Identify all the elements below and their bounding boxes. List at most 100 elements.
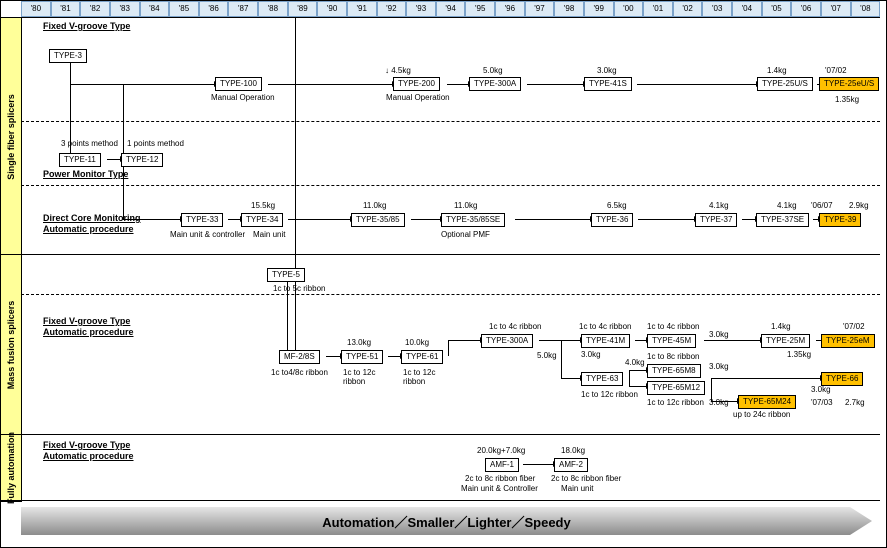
annotation: 3.0kg — [597, 66, 617, 75]
year-cell: '92 — [377, 1, 407, 17]
annotation: ↓ 4.5kg — [385, 66, 411, 75]
year-cell: '81 — [51, 1, 81, 17]
annotation: Main unit & Controller — [461, 484, 538, 493]
node-t51: TYPE-51 — [341, 350, 383, 364]
connector — [228, 219, 241, 220]
node-t34: TYPE-34 — [241, 213, 283, 227]
footer-text: Automation／Smaller／Lighter／Speedy — [322, 512, 570, 531]
node-t41m: TYPE-41M — [581, 334, 630, 348]
connector — [704, 340, 761, 341]
connector — [637, 84, 757, 85]
year-cell: '86 — [199, 1, 229, 17]
node-t3: TYPE-3 — [49, 49, 87, 63]
annotation: 1c to 12cribbon — [403, 368, 435, 386]
annotation: '06/07 — [811, 201, 833, 210]
connector — [123, 84, 124, 219]
zone-z1: Fixed V-groove TypePower Monitor TypeDir… — [21, 17, 880, 254]
section-title: Fixed V-groove Type — [43, 21, 130, 31]
annotation: 1.4kg — [767, 66, 787, 75]
year-cell: '98 — [554, 1, 584, 17]
year-cell: '04 — [732, 1, 762, 17]
annotation: 11.0kg — [454, 201, 477, 210]
connector — [635, 340, 647, 341]
annotation: '07/02 — [843, 322, 865, 331]
connector — [288, 219, 351, 220]
node-t65m24: TYPE-65M24 — [738, 395, 796, 409]
connector — [561, 378, 581, 379]
dash-divider — [21, 294, 880, 295]
node-mf28s: MF-2/8S — [279, 350, 320, 364]
year-cell: '99 — [584, 1, 614, 17]
annotation: 1c to4/8c ribbon — [271, 368, 328, 377]
connector — [268, 84, 393, 85]
node-t3585: TYPE-35/85 — [351, 213, 405, 227]
year-cell: '01 — [643, 1, 673, 17]
node-t45m: TYPE-45M — [647, 334, 696, 348]
annotation: 6.5kg — [607, 201, 627, 210]
connector — [448, 340, 481, 341]
section-title: Automatic procedure — [43, 451, 134, 461]
year-cell: '83 — [110, 1, 140, 17]
annotation: 18.0kg — [561, 446, 585, 455]
year-cell: '94 — [436, 1, 466, 17]
node-amf1: AMF-1 — [485, 458, 519, 472]
node-t66: TYPE-66 — [821, 372, 863, 386]
node-t5: TYPE-5 — [267, 268, 305, 282]
annotation: 1c to 8c ribbon — [647, 352, 699, 361]
zone-z2: Fixed V-groove TypeAutomatic procedureTY… — [21, 254, 880, 434]
annotation: 1c to 4c ribbon — [579, 322, 631, 331]
connector — [638, 219, 695, 220]
annotation: 3.0kg — [709, 330, 729, 339]
annotation: '07/03 — [811, 398, 833, 407]
annotation: 4.0kg — [625, 358, 645, 367]
connector — [515, 219, 591, 220]
annotation: 1c to 12cribbon — [343, 368, 375, 386]
zone-z3: Fixed V-groove TypeAutomatic procedureAM… — [21, 434, 880, 500]
annotation: 4.1kg — [777, 201, 797, 210]
annotation: 13.0kg — [347, 338, 371, 347]
connector — [448, 340, 449, 356]
connector — [123, 219, 181, 220]
global-vline — [295, 17, 296, 351]
dash-divider — [21, 121, 880, 122]
year-cell: '84 — [140, 1, 170, 17]
year-cell: '82 — [80, 1, 110, 17]
annotation: 11.0kg — [363, 201, 386, 210]
annotation: Optional PMF — [441, 230, 490, 239]
annotation: 2c to 8c ribbon fiber — [551, 474, 621, 483]
annotation: 5.0kg — [483, 66, 503, 75]
annotation: 1c to 4c ribbon — [489, 322, 541, 331]
annotation: 1c to 12c ribbon — [647, 398, 704, 407]
year-cell: '93 — [406, 1, 436, 17]
connector — [527, 84, 584, 85]
zone-label: Fully automation — [1, 434, 22, 502]
annotation: 5.0kg — [537, 351, 557, 360]
annotation: 3 points method — [61, 139, 118, 148]
year-cell: '89 — [288, 1, 318, 17]
annotation: 1 points method — [127, 139, 184, 148]
dash-divider — [21, 185, 880, 186]
node-t300a: TYPE-300A — [469, 77, 521, 91]
connector — [539, 340, 581, 341]
annotation: 1.4kg — [771, 322, 791, 331]
connector — [629, 370, 630, 386]
connector — [561, 340, 562, 378]
annotation: 3.0kg — [709, 398, 729, 407]
annotation: '07/02 — [825, 66, 847, 75]
annotation: 1c to 12c ribbon — [581, 390, 638, 399]
node-t36: TYPE-36 — [591, 213, 633, 227]
year-cell: '08 — [851, 1, 881, 17]
connector — [70, 84, 215, 85]
annotation: 3.0kg — [811, 385, 831, 394]
connector — [523, 464, 554, 465]
year-cell: '03 — [702, 1, 732, 17]
zone-label-text: Single fiber splicers — [6, 94, 16, 180]
annotation: Main unit — [561, 484, 593, 493]
year-cell: '97 — [525, 1, 555, 17]
node-t25m: TYPE-25M — [761, 334, 810, 348]
annotation: 2c to 8c ribbon fiber — [465, 474, 535, 483]
node-t63: TYPE-63 — [581, 372, 623, 386]
node-t12: TYPE-12 — [121, 153, 163, 167]
node-t39: TYPE-39 — [819, 213, 861, 227]
zone-label-text: Mass fusion splicers — [6, 301, 16, 390]
